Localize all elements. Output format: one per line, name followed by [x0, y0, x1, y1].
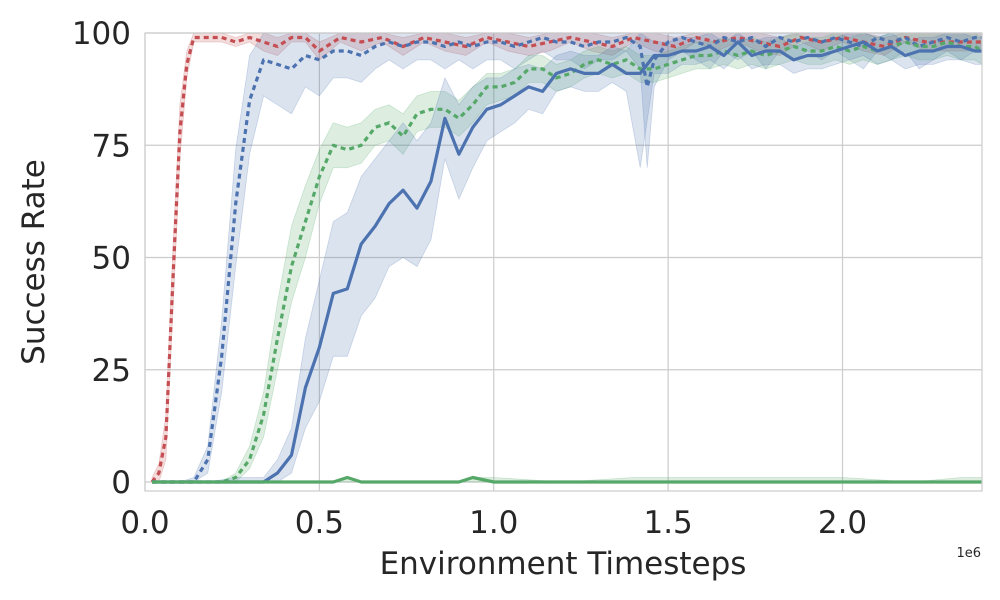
- series-line-blue-solid: [152, 40, 982, 484]
- y-tick-label: 100: [72, 16, 131, 52]
- y-tick-label: 0: [111, 465, 131, 501]
- x-tick-label: 1.0: [469, 505, 518, 541]
- y-axis-label: Success Rate: [16, 159, 52, 365]
- series-line-green-solid: [152, 475, 982, 484]
- confidence-band-blue-solid: [152, 32, 982, 483]
- y-tick-label: 75: [92, 128, 131, 164]
- y-tick-label: 25: [92, 353, 131, 389]
- tick-labels: 0.0 0.5 1.0 1.5 2.0 0 25 50 75 100: [72, 16, 867, 541]
- series-line-green-dashed: [152, 40, 982, 484]
- y-tick-label: 50: [92, 241, 131, 277]
- series-lines: [150, 35, 982, 484]
- plot-frame: [144, 32, 983, 492]
- x-axis-offset-label: 1e6: [956, 546, 981, 561]
- x-tick-label: 0.5: [295, 505, 344, 541]
- x-tick-label: 1.5: [643, 505, 692, 541]
- series-line-blue-dashed: [152, 35, 982, 484]
- x-tick-label: 2.0: [818, 505, 867, 541]
- x-tick-label: 0.0: [120, 505, 169, 541]
- x-axis-label: Environment Timesteps: [380, 546, 747, 582]
- series-line-red-dashed: [150, 35, 982, 483]
